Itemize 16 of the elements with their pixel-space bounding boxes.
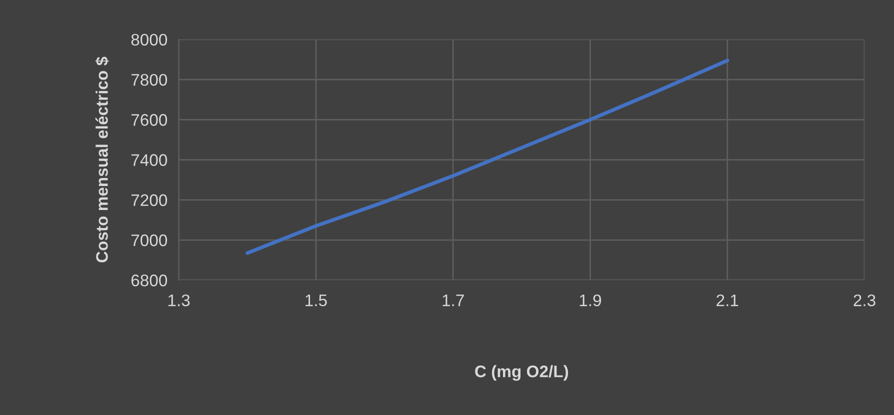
x-tick-label: 1.9 <box>580 294 602 306</box>
x-tick-label: 2.1 <box>716 294 738 306</box>
y-tick-label: 7400 <box>131 154 168 166</box>
y-tick-label: 6800 <box>131 274 168 286</box>
y-tick-label: 7200 <box>131 194 168 206</box>
x-tick-label: 1.7 <box>442 294 464 306</box>
x-tick-label: 1.3 <box>168 294 190 306</box>
x-tick-label: 1.5 <box>306 294 327 306</box>
x-axis-title: C (mg O2/L) <box>475 365 568 381</box>
y-axis-title: Costo mensual eléctrico $ <box>95 56 109 262</box>
y-tick-label: 8000 <box>131 34 168 46</box>
x-tick-label: 2.3 <box>854 294 876 306</box>
y-tick-label: 7000 <box>131 234 168 246</box>
line-series <box>246 58 730 255</box>
y-tick-label: 7600 <box>131 114 168 126</box>
y-tick-label: 7800 <box>131 74 168 86</box>
